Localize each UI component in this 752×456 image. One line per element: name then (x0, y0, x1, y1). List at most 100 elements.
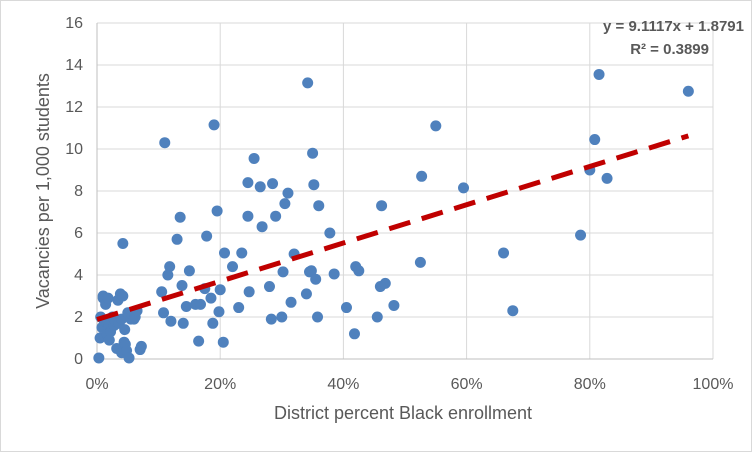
data-point (458, 182, 470, 194)
data-point (388, 299, 400, 311)
y-tick-label: 12 (65, 99, 83, 116)
data-point (103, 334, 115, 346)
data-point (135, 340, 147, 352)
data-point (256, 221, 268, 233)
data-point (302, 77, 314, 89)
data-point (416, 170, 428, 182)
y-axis-title: Vacancies per 1,000 students (33, 73, 53, 309)
y-tick-label: 6 (74, 225, 83, 242)
data-point (93, 352, 105, 364)
data-point (193, 335, 205, 347)
data-point (682, 85, 694, 97)
data-points (93, 68, 694, 364)
data-point (219, 247, 231, 259)
y-tick-label: 2 (74, 309, 83, 326)
data-point (340, 302, 352, 314)
data-point (276, 311, 288, 323)
data-point (176, 280, 188, 291)
trendline-layer (96, 133, 690, 322)
data-point (376, 200, 388, 212)
data-point (305, 265, 317, 277)
data-point (307, 147, 319, 159)
data-point (324, 227, 336, 239)
data-point (171, 233, 183, 245)
trendline-r2: R² = 0.3899 (630, 41, 709, 58)
data-point (102, 292, 114, 304)
data-point (270, 210, 282, 222)
data-point (117, 290, 129, 302)
data-point (217, 336, 229, 348)
data-point (164, 261, 176, 273)
data-point (265, 313, 277, 325)
y-tick-label: 0 (74, 351, 83, 368)
data-point (601, 172, 613, 184)
data-point (159, 137, 171, 149)
data-point (277, 266, 289, 278)
data-point (205, 292, 217, 304)
data-point (589, 134, 601, 146)
data-point (174, 211, 186, 223)
data-point (348, 328, 360, 340)
trendline (96, 133, 690, 322)
data-point (183, 265, 195, 277)
data-point (248, 152, 260, 164)
data-point (507, 305, 519, 317)
data-point (328, 268, 340, 280)
data-point (263, 281, 275, 293)
data-point (430, 120, 442, 132)
x-tick-label: 0% (85, 376, 108, 393)
y-tick-label: 4 (74, 267, 83, 284)
data-point (300, 288, 312, 300)
data-point (242, 177, 254, 189)
data-point (117, 238, 129, 249)
data-point (236, 247, 248, 259)
y-tick-label: 10 (65, 141, 83, 158)
data-point (254, 181, 266, 193)
data-point (165, 315, 177, 327)
data-point (180, 301, 192, 312)
y-tick-label: 8 (74, 183, 83, 200)
data-point (498, 247, 510, 259)
x-tick-label: 80% (574, 376, 606, 393)
data-point (575, 229, 587, 241)
data-point (207, 317, 219, 329)
data-point (233, 302, 245, 314)
x-tick-label: 40% (327, 376, 359, 393)
data-point (282, 187, 294, 199)
data-point (213, 306, 225, 318)
y-tick-label: 14 (65, 57, 83, 74)
data-point (353, 265, 365, 277)
x-axis-title: District percent Black enrollment (274, 403, 532, 423)
data-point (194, 298, 206, 310)
data-point (201, 230, 213, 242)
data-point (279, 198, 291, 210)
data-point (308, 179, 320, 191)
data-point (267, 178, 279, 190)
data-point (156, 286, 168, 298)
data-point (379, 277, 391, 289)
data-point (243, 286, 255, 298)
data-point (158, 307, 170, 319)
data-point (285, 296, 297, 308)
data-point (227, 261, 239, 273)
trendline-equation: y = 9.1117x + 1.8791 (603, 18, 744, 35)
data-point (371, 311, 383, 323)
data-point (214, 284, 226, 296)
data-point (123, 352, 135, 364)
data-point (310, 273, 322, 285)
data-point (414, 256, 426, 268)
gridlines (97, 22, 714, 359)
data-point (312, 311, 324, 323)
data-point (177, 317, 189, 329)
data-point (593, 68, 605, 80)
x-tick-label: 20% (204, 376, 236, 393)
y-tick-label: 16 (65, 15, 83, 32)
axes (96, 23, 713, 360)
x-tick-label: 100% (693, 376, 734, 393)
data-point (162, 269, 174, 281)
x-tick-label: 60% (451, 376, 483, 393)
data-point (208, 119, 220, 131)
data-point (119, 324, 131, 336)
